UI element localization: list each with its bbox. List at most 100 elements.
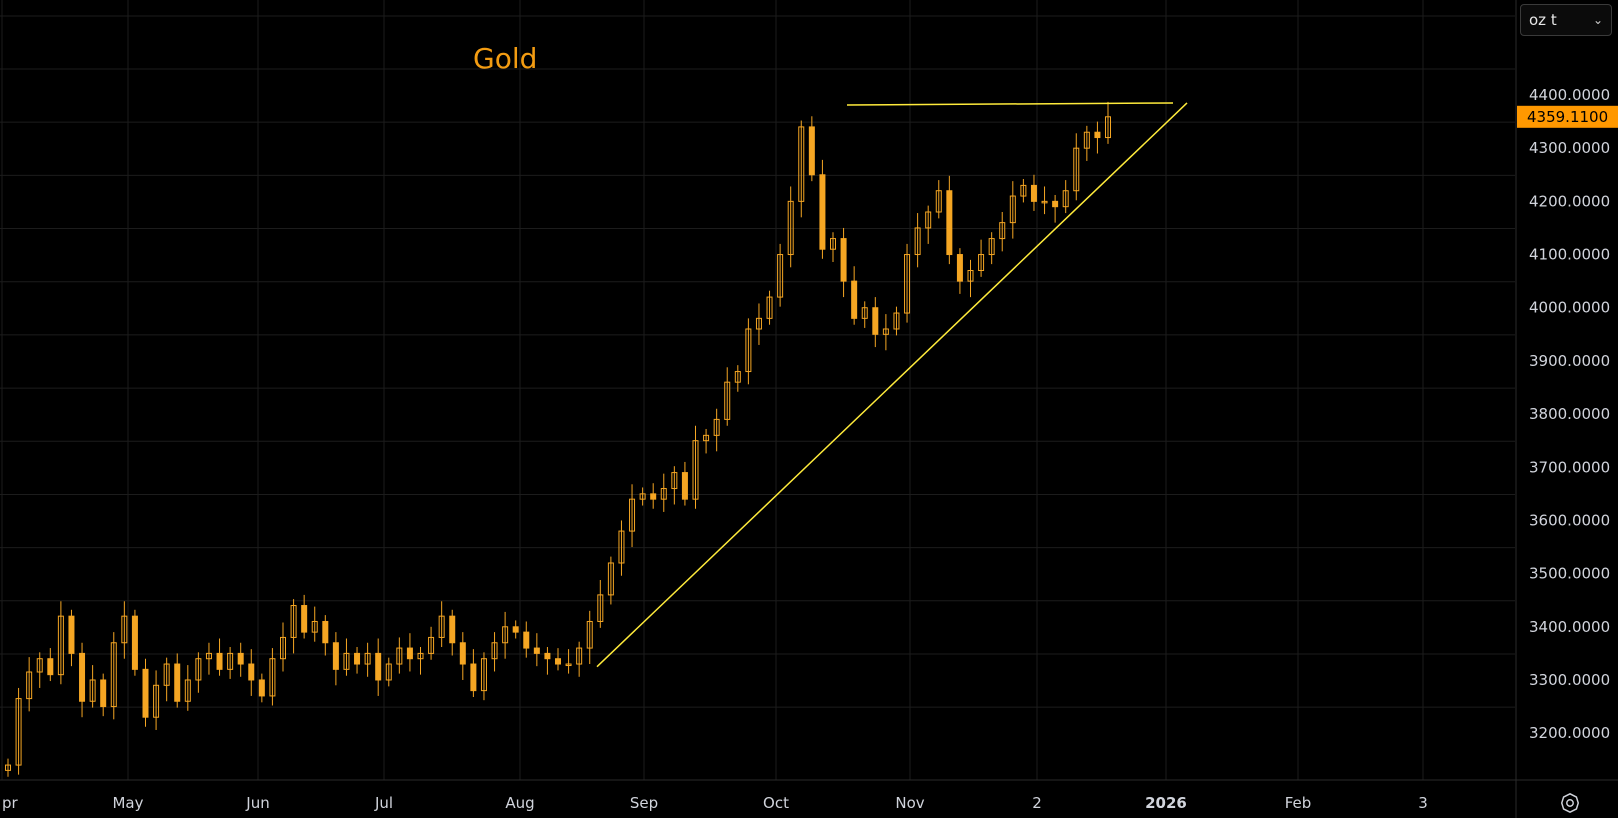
y-tick-label: 3200.0000 bbox=[1529, 724, 1610, 742]
candle-body bbox=[248, 663, 255, 681]
candle-body bbox=[1009, 195, 1016, 224]
candle-body bbox=[480, 658, 487, 692]
x-tick-label: Nov bbox=[895, 794, 924, 812]
candle-body bbox=[343, 652, 350, 670]
candle-body bbox=[555, 658, 561, 665]
candle-body bbox=[153, 684, 160, 718]
candle-body bbox=[861, 307, 868, 319]
candle-body bbox=[322, 620, 329, 644]
candle-body bbox=[904, 254, 911, 314]
y-tick-label: 3600.0000 bbox=[1529, 511, 1610, 529]
candle-body bbox=[988, 238, 995, 256]
candle-body bbox=[872, 307, 879, 335]
unit-select[interactable]: oz t ⌄ bbox=[1520, 4, 1612, 36]
candle-body bbox=[745, 328, 752, 373]
candle-body bbox=[237, 652, 244, 665]
candle-body bbox=[459, 642, 466, 665]
chart-title: Gold bbox=[473, 42, 537, 75]
candle-body bbox=[692, 440, 699, 500]
x-tick-label: Aug bbox=[505, 794, 534, 812]
candle-body bbox=[798, 126, 805, 202]
candle-body bbox=[121, 615, 128, 644]
candle-body bbox=[713, 418, 720, 436]
y-tick-label: 3900.0000 bbox=[1529, 352, 1610, 370]
candle-body bbox=[354, 652, 361, 665]
candle-body bbox=[79, 652, 86, 702]
candle-body bbox=[311, 620, 318, 633]
candle-body bbox=[47, 658, 54, 676]
candle-body bbox=[216, 652, 223, 670]
candle-body bbox=[1030, 184, 1037, 202]
candle-body bbox=[851, 280, 858, 319]
candle-body bbox=[428, 636, 435, 654]
candle-body bbox=[956, 254, 963, 282]
candle-body bbox=[882, 328, 889, 335]
candle-body bbox=[671, 472, 678, 490]
candle-body bbox=[195, 658, 202, 681]
candle-body bbox=[925, 211, 932, 229]
candle-body bbox=[163, 663, 170, 686]
candle-body bbox=[681, 472, 688, 500]
candle-body bbox=[512, 626, 519, 633]
x-tick-label: Jun bbox=[245, 794, 269, 812]
candle-body bbox=[618, 530, 625, 564]
candle-body bbox=[893, 312, 900, 330]
candle-body bbox=[766, 296, 773, 319]
candle-body bbox=[819, 174, 826, 250]
candle-body bbox=[755, 317, 762, 330]
candle-body bbox=[1094, 131, 1101, 139]
candle-body bbox=[174, 663, 181, 702]
y-tick-label: 4100.0000 bbox=[1529, 246, 1610, 264]
last-price-label: 4359.1100 bbox=[1527, 108, 1608, 126]
candle-body bbox=[131, 615, 138, 670]
candle-body bbox=[205, 652, 212, 660]
candle-body bbox=[1041, 200, 1048, 204]
candle-body bbox=[110, 642, 117, 708]
candle-body bbox=[777, 254, 784, 298]
chevron-down-icon: ⌄ bbox=[1592, 13, 1603, 27]
candle-body bbox=[491, 642, 498, 660]
candle-body bbox=[660, 488, 667, 500]
settings-gear-icon[interactable] bbox=[1556, 789, 1584, 817]
x-tick-label: pr bbox=[2, 794, 19, 812]
candle-body bbox=[375, 652, 382, 681]
candle-body bbox=[100, 679, 107, 708]
candle-body bbox=[724, 381, 731, 420]
candle-body bbox=[840, 238, 847, 282]
candle-body bbox=[914, 227, 921, 256]
candle-body bbox=[406, 647, 413, 660]
candle-body bbox=[1105, 116, 1111, 139]
candle-body bbox=[385, 663, 392, 681]
resistance-line bbox=[846, 102, 1174, 106]
y-tick-label: 3700.0000 bbox=[1529, 458, 1610, 476]
candle-body bbox=[1073, 147, 1080, 192]
candle-body bbox=[364, 652, 371, 665]
candle-body bbox=[5, 764, 11, 771]
y-tick-label: 4000.0000 bbox=[1529, 299, 1610, 317]
x-tick-label: Sep bbox=[630, 794, 658, 812]
candle-body bbox=[89, 679, 96, 702]
x-tick-label: 3 bbox=[1418, 794, 1428, 812]
candle-body bbox=[417, 652, 424, 660]
candle-body bbox=[565, 663, 572, 667]
x-tick-label: May bbox=[112, 794, 143, 812]
candle-body bbox=[946, 190, 953, 256]
y-tick-label: 3400.0000 bbox=[1529, 618, 1610, 636]
candle-body bbox=[449, 615, 456, 644]
candle-body bbox=[1062, 190, 1069, 208]
x-tick-label: Jul bbox=[374, 794, 393, 812]
candle-body bbox=[1083, 131, 1090, 149]
candle-body bbox=[470, 663, 477, 692]
candle-body bbox=[227, 652, 234, 670]
candle-body bbox=[607, 562, 614, 596]
candle-body bbox=[396, 647, 403, 665]
candle-body bbox=[935, 190, 942, 213]
candle-body bbox=[999, 222, 1006, 240]
candle-body bbox=[734, 371, 741, 383]
candle-body bbox=[184, 679, 191, 702]
candle-body bbox=[830, 238, 836, 250]
ascending-trendline bbox=[596, 102, 1188, 668]
candle-body bbox=[978, 254, 985, 271]
x-tick-label: 2 bbox=[1032, 794, 1042, 812]
